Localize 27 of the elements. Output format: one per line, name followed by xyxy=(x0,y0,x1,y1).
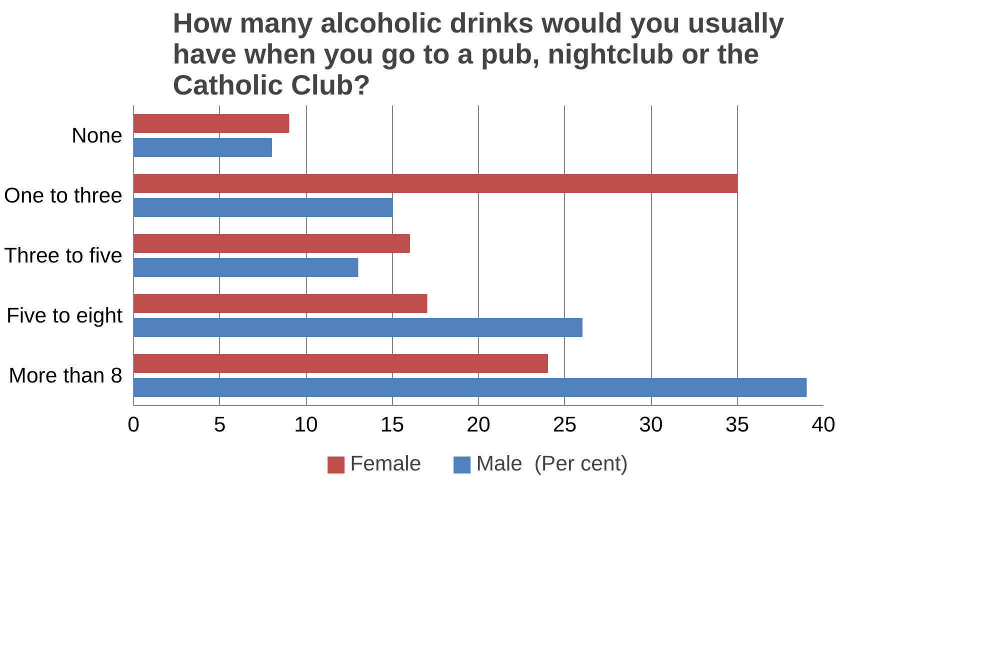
chart-title: How many alcoholic drinks would you usually have when you go to a pub, nightclub or the Catholic Club? xyxy=(172,8,785,100)
y-tick-label: Five to eight xyxy=(6,304,123,328)
bar xyxy=(134,258,358,277)
x-tick-label: 25 xyxy=(552,412,577,436)
bar xyxy=(134,138,272,157)
x-tick-label: 35 xyxy=(725,412,750,436)
x-tick-label: 5 xyxy=(214,412,226,436)
y-tick-label: Three to five xyxy=(4,244,123,268)
y-tick-label: None xyxy=(72,124,123,148)
x-tick-label: 10 xyxy=(294,412,318,436)
y-tick-label: More than 8 xyxy=(8,364,123,388)
bar xyxy=(134,114,290,133)
y-tick-label: One to three xyxy=(4,184,123,208)
x-tick-label: 15 xyxy=(380,412,404,436)
bar xyxy=(134,354,548,373)
bar xyxy=(134,294,428,313)
bar xyxy=(134,174,738,193)
legend-label: Male (Per cent) xyxy=(476,452,628,476)
x-tick-label: 40 xyxy=(812,412,836,436)
x-tick-label: 30 xyxy=(639,412,663,436)
bar xyxy=(134,318,582,337)
bar xyxy=(134,198,393,217)
x-tick-label: 0 xyxy=(128,412,140,436)
x-tick-label: 20 xyxy=(466,412,490,436)
legend-label: Female xyxy=(350,452,422,476)
bar xyxy=(134,378,807,397)
bar xyxy=(134,234,410,253)
